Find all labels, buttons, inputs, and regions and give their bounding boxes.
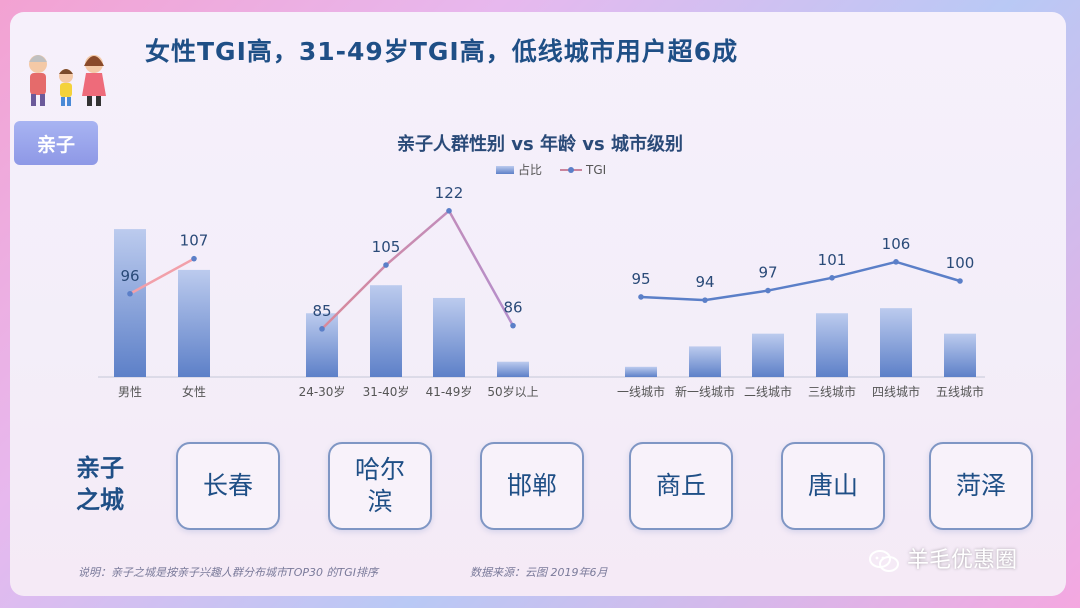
legend-tgi-label: TGI	[585, 163, 606, 177]
tgi-data-label-g3-4: 101	[818, 251, 847, 269]
city-label-line1: 亲子	[76, 454, 124, 482]
x-tick-label-g2-2: 31-40岁	[363, 384, 410, 399]
bar-g2-1	[306, 313, 338, 377]
tgi-point-g2-1	[319, 326, 325, 332]
tgi-data-label-g3-1: 95	[631, 270, 650, 288]
bar-g2-3	[433, 297, 465, 377]
bar-g1-1	[114, 229, 146, 377]
x-tick-label-g3-3: 二线城市	[744, 384, 792, 399]
x-tick-label-g2-1: 24-30岁	[299, 384, 346, 399]
bar-g1-2	[178, 269, 210, 377]
bar-g3-2	[689, 346, 721, 377]
bar-g2-4	[497, 361, 529, 377]
tgi-point-g3-5	[893, 259, 899, 265]
city-label-line2: 之城	[76, 486, 124, 514]
city-section-label: 亲子 之城	[76, 452, 146, 516]
x-tick-label-g3-1: 一线城市	[617, 384, 665, 399]
city-card-4: 商丘	[629, 442, 733, 530]
city-card-2: 哈尔滨	[328, 442, 432, 530]
legend-share-label: 占比	[518, 162, 542, 177]
bar-g3-3	[752, 333, 784, 377]
tgi-point-g3-1	[638, 294, 644, 300]
bar-g3-4	[816, 313, 848, 377]
x-tick-label-g1-2: 女性	[182, 384, 206, 399]
bar-g3-1	[625, 366, 657, 377]
tgi-line-g1	[129, 257, 195, 295]
tgi-point-g3-6	[957, 278, 963, 284]
tgi-point-g1-1	[127, 290, 133, 297]
page-title: 女性TGI高，31-49岁TGI高，低线城市用户超6成	[145, 37, 739, 66]
tgi-data-label-g3-2: 94	[695, 273, 714, 291]
city-card-3: 邯郸	[480, 442, 584, 530]
footnote: 说明：亲子之城是按亲子兴趣人群分布城市TOP30 的TGI排序	[78, 566, 378, 579]
family-illustration-icon	[20, 42, 116, 108]
x-tick-label-g1-1: 男性	[118, 385, 142, 399]
tgi-data-label-g3-6: 100	[946, 254, 975, 272]
legend-line-marker	[568, 167, 574, 173]
bar-g3-5	[880, 308, 912, 377]
tgi-data-label-g1-2: 107	[180, 232, 209, 250]
tgi-point-g2-4	[510, 322, 516, 329]
tgi-data-label-g3-5: 106	[882, 235, 911, 253]
tgi-point-g2-3	[446, 208, 452, 214]
chart-title: 亲子人群性别 vs 年龄 vs 城市级别	[397, 134, 683, 155]
watermark-text: 羊毛优惠圈	[907, 548, 1018, 573]
legend-bar-swatch	[496, 166, 514, 174]
x-tick-label-g2-4: 50岁以上	[487, 384, 538, 399]
x-tick-label-g3-5: 四线城市	[872, 384, 920, 399]
x-tick-label-g2-3: 41-49岁	[426, 384, 473, 399]
tgi-data-label-g2-3: 122	[435, 184, 464, 202]
tgi-point-g3-3	[765, 287, 771, 294]
tgi-point-g2-2	[383, 262, 389, 268]
watermark: 羊毛优惠圈	[868, 542, 1017, 574]
city-card-5: 唐山	[781, 442, 885, 530]
x-tick-label-g3-2: 新一线城市	[675, 384, 735, 399]
tgi-data-label-g1-1: 96	[120, 267, 139, 285]
bar-g3-6	[944, 333, 976, 377]
tgi-data-label-g2-4: 86	[503, 299, 522, 317]
bar-g2-2	[370, 285, 402, 377]
tgi-point-g3-2	[702, 297, 708, 303]
wechat-icon	[868, 549, 900, 573]
tgi-line-g3	[640, 260, 961, 302]
chart-legend: 占比 TGI	[496, 162, 606, 177]
x-tick-label-g3-6: 五线城市	[936, 384, 984, 399]
city-card-1: 长春	[176, 442, 280, 530]
tgi-data-label-g2-1: 85	[312, 302, 331, 320]
tgi-line-g2	[321, 208, 515, 330]
data-source: 数据来源：云图 2019年6月	[470, 566, 608, 579]
tgi-data-label-g3-3: 97	[758, 264, 777, 282]
tgi-data-label-g2-2: 105	[372, 238, 401, 256]
x-tick-label-g3-4: 三线城市	[808, 384, 856, 399]
category-tag: 亲子	[14, 121, 98, 165]
tgi-point-g3-4	[829, 275, 835, 281]
city-card-2-text: 哈尔滨	[354, 455, 405, 516]
city-card-6: 菏泽	[929, 442, 1033, 530]
tgi-point-g1-2	[191, 255, 197, 262]
